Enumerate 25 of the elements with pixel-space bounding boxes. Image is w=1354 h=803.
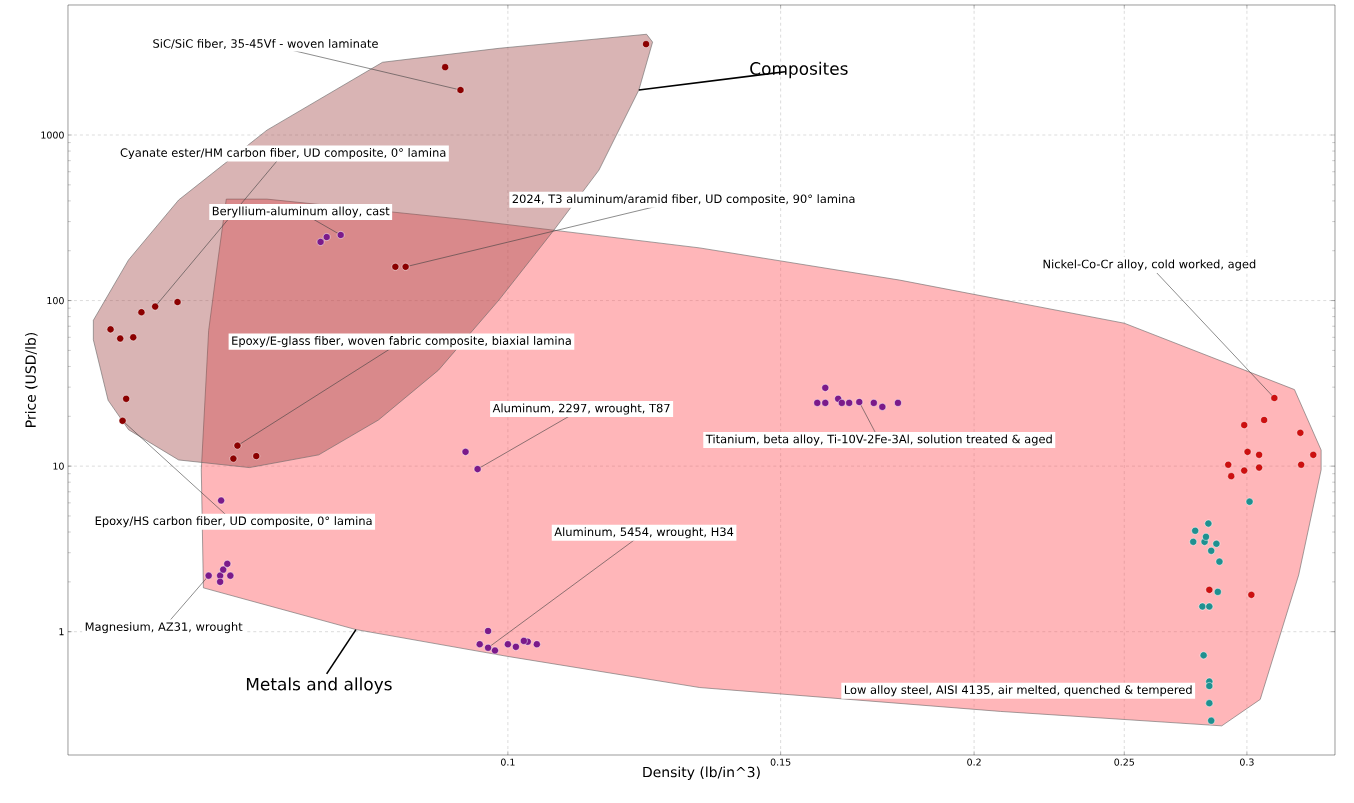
annotation: Low alloy steel, AISI 4135, air melted, quenched & tempered (844, 685, 1192, 697)
annotation: Titanium, beta alloy, Ti-10V-2Fe-3Al, solution treated & aged (705, 434, 1052, 446)
annotation: Cyanate ester/HM carbon fiber, UD composite, 0° lamina (120, 148, 446, 160)
annotation: SiC/SiC fiber, 35-45Vf - woven laminate (153, 38, 378, 50)
x-tick-label: 0.15 (770, 758, 791, 766)
x-tick-label: 0.1 (500, 758, 515, 766)
annotation: Epoxy/HS carbon fiber, UD composite, 0° lamina (95, 516, 372, 528)
y-tick-label: 10 (53, 462, 64, 470)
x-tick-label: 0.25 (1114, 758, 1134, 766)
y-tick-label: 1 (59, 628, 64, 636)
x-tick-label: 0.3 (1240, 758, 1254, 766)
y-tick-label: 1000 (41, 131, 64, 139)
annotation: Aluminum, 5454, wrought, H34 (554, 527, 734, 539)
x-tick-label: 0.2 (967, 758, 981, 766)
annotation: Nickel-Co-Cr alloy, cold worked, aged (1043, 259, 1256, 271)
annotation: Beryllium-aluminum alloy, cast (212, 206, 390, 218)
annotation: Aluminum, 2297, wrought, T87 (492, 403, 670, 415)
annotation: 2024, T3 aluminum/aramid fiber, UD composite, 90° lamina (512, 194, 855, 206)
y-axis-title: Price (USD/lb) (25, 332, 38, 427)
annotation: Epoxy/E-glass fiber, woven fabric composite, biaxial lamina (232, 336, 571, 348)
text: Composites (750, 61, 848, 79)
annotation: Magnesium, AZ31, wrought (85, 622, 243, 634)
y-tick-label: 100 (47, 296, 64, 305)
text: Metals and alloys (246, 677, 392, 694)
x-axis-title: Density (lb/in^3) (643, 766, 760, 781)
